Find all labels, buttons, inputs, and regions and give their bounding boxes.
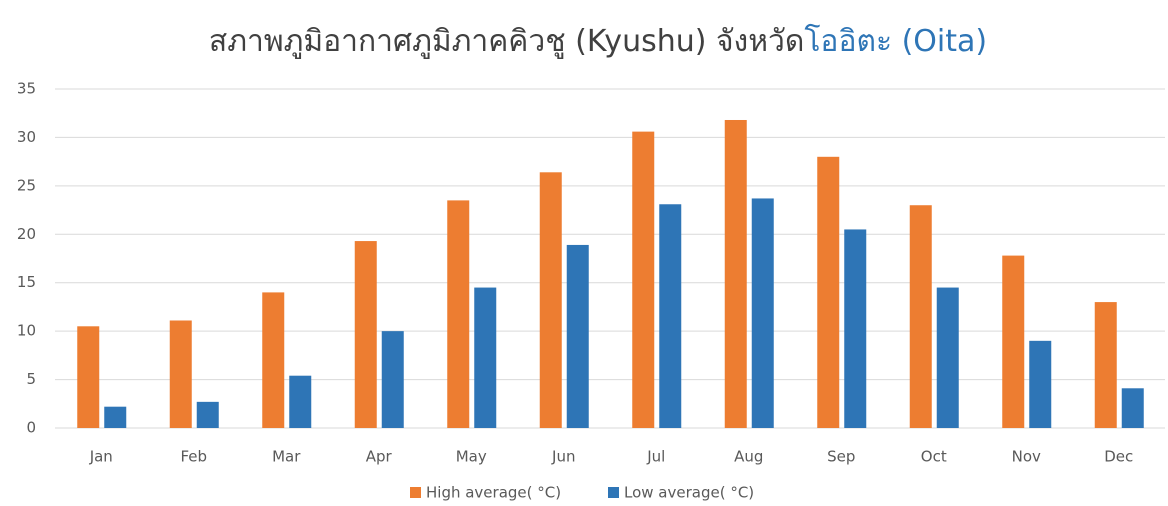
- bar: [724, 119, 747, 428]
- title-main: สภาพภูมิอากาศภูมิภาคคิวชู (Kyushu) จังหว…: [209, 24, 804, 59]
- bar: [354, 241, 377, 428]
- x-tick-label: Mar: [272, 448, 301, 466]
- bar: [566, 244, 589, 428]
- bar: [936, 287, 959, 428]
- x-tick-label: Feb: [180, 448, 207, 466]
- bar: [659, 204, 682, 428]
- legend-swatch: [410, 487, 421, 498]
- bar: [844, 229, 867, 428]
- bar: [104, 406, 127, 428]
- bar: [539, 172, 562, 428]
- bar: [262, 292, 285, 428]
- title-highlight: โออิตะ (Oita): [804, 23, 987, 59]
- x-tick-label: Apr: [366, 448, 393, 466]
- y-tick-label: 15: [17, 273, 36, 291]
- y-tick-label: 10: [17, 322, 36, 340]
- x-tick-label: Jun: [551, 448, 575, 466]
- bar: [1002, 255, 1025, 428]
- x-tick-label: Jul: [646, 448, 665, 466]
- legend-label: High average( °C): [426, 484, 561, 502]
- legend-swatch: [608, 487, 619, 498]
- y-tick-label: 35: [17, 80, 36, 98]
- x-tick-label: May: [456, 448, 487, 466]
- y-tick-label: 30: [17, 128, 36, 146]
- y-tick-label: 25: [17, 176, 36, 194]
- chart-title: สภาพภูมิอากาศภูมิภาคคิวชู (Kyushu) จังหว…: [209, 23, 987, 59]
- bar: [817, 156, 840, 429]
- bar: [909, 205, 932, 428]
- bar: [751, 198, 774, 428]
- bar: [447, 200, 470, 428]
- bar: [632, 131, 655, 429]
- bar: [196, 401, 219, 428]
- bar: [474, 287, 497, 428]
- bar: [1121, 388, 1144, 428]
- x-tick-label: Dec: [1104, 448, 1133, 466]
- bar: [289, 375, 312, 428]
- y-tick-label: 20: [17, 225, 36, 243]
- bar: [1029, 340, 1052, 428]
- bar: [169, 320, 192, 428]
- x-tick-label: Nov: [1012, 448, 1041, 466]
- x-tick-label: Aug: [734, 448, 763, 466]
- y-tick-label: 5: [26, 370, 36, 388]
- bar: [77, 326, 100, 428]
- bar: [1094, 302, 1117, 428]
- legend-label: Low average( °C): [624, 484, 754, 502]
- x-tick-label: Oct: [921, 448, 947, 466]
- x-tick-label: Jan: [89, 448, 113, 466]
- bar: [381, 331, 404, 428]
- x-tick-label: Sep: [827, 448, 855, 466]
- y-tick-label: 0: [26, 419, 36, 437]
